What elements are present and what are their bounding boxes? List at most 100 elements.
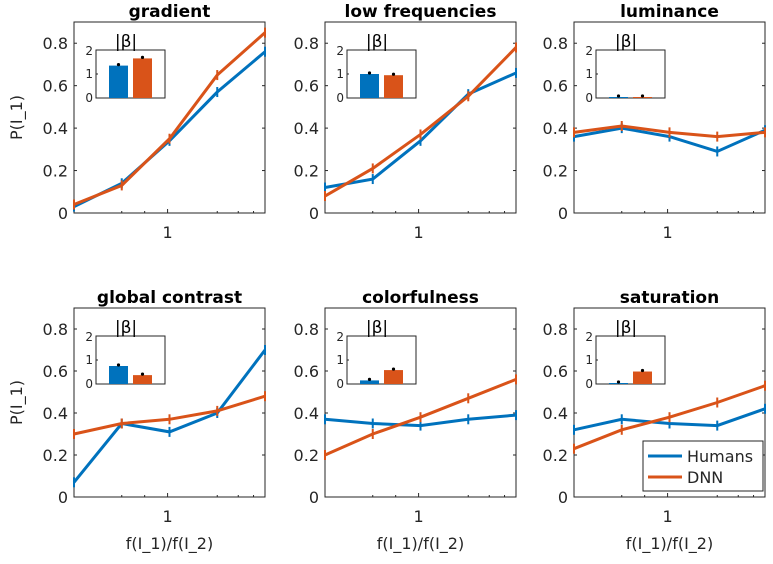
inset-bar-DNN xyxy=(633,371,652,384)
inset-error-dot xyxy=(640,94,645,98)
y-tick-label: 0.2 xyxy=(43,162,68,181)
inset-bar-DNN xyxy=(133,375,152,384)
y-tick-label: 0 xyxy=(309,488,319,507)
inset-y-tick: 1 xyxy=(85,67,93,81)
y-tick-label: 0.4 xyxy=(543,119,568,138)
inset-title: |β| xyxy=(366,318,388,338)
inset-y-tick: 2 xyxy=(585,330,593,344)
x-axis-label: f(I_1)/f(I_2) xyxy=(126,534,213,554)
inset-y-tick: 0 xyxy=(85,377,93,391)
inset-y-tick: 1 xyxy=(336,353,344,367)
y-tick-label: 0.4 xyxy=(43,119,68,138)
inset-beta: |β| 0 1 2 xyxy=(85,32,166,105)
panel-luminance: luminance 0 0.2 0.4 0.6 0.8 1 |β| 0 1 2 xyxy=(543,2,766,242)
x-tick-label: 1 xyxy=(413,507,423,526)
inset-error-dot xyxy=(140,55,145,60)
y-tick-label: 0 xyxy=(309,204,319,223)
y-tick-label: 0 xyxy=(58,204,68,223)
y-tick-label: 0.6 xyxy=(543,77,568,96)
inset-bar-Humans xyxy=(360,380,379,384)
inset-bar-DNN xyxy=(384,75,403,98)
inset-error-dot xyxy=(640,368,645,373)
panel-title: luminance xyxy=(620,2,719,22)
inset-y-tick: 2 xyxy=(336,44,344,58)
panel-low-frequencies: low frequencies 0 0.2 0.4 0.6 0.8 1 |β| 0 1 2 xyxy=(294,2,518,242)
y-tick-label: 0.6 xyxy=(543,362,568,381)
inset-box xyxy=(346,335,417,385)
inset-y-tick: 1 xyxy=(85,353,93,367)
inset-error-dot xyxy=(616,380,621,384)
y-tick-label: 0.8 xyxy=(294,34,319,53)
inset-error-dot xyxy=(391,367,396,371)
inset-box xyxy=(95,335,166,385)
y-tick-label: 0.4 xyxy=(294,119,319,138)
inset-y-tick: 1 xyxy=(336,67,344,81)
y-tick-label: 0.4 xyxy=(543,404,568,423)
inset-beta: |β| 0 1 2 xyxy=(585,318,666,391)
inset-y-tick: 0 xyxy=(85,91,93,105)
panel-gradient: gradient 0 0.2 0.4 0.6 0.8 1 P(I_1) |β| 0 1 2 xyxy=(7,2,266,242)
legend: Humans DNN xyxy=(642,440,764,492)
inset-y-tick: 0 xyxy=(585,91,593,105)
inset-y-tick: 2 xyxy=(585,44,593,58)
y-tick-label: 0 xyxy=(558,488,568,507)
legend-label: Humans xyxy=(687,447,753,466)
inset-error-dot xyxy=(367,377,372,381)
y-tick-label: 0.2 xyxy=(294,162,319,181)
y-tick-label: 0.8 xyxy=(43,320,68,339)
inset-bar-Humans xyxy=(360,74,379,98)
inset-title: |β| xyxy=(115,32,137,52)
panel-title: gradient xyxy=(129,2,211,22)
y-tick-label: 0.6 xyxy=(294,362,319,381)
inset-box xyxy=(95,49,166,99)
y-tick-label: 0 xyxy=(558,204,568,223)
inset-y-tick: 1 xyxy=(585,353,593,367)
x-tick-label: 1 xyxy=(413,223,423,242)
y-tick-label: 0.4 xyxy=(294,404,319,423)
inset-y-tick: 1 xyxy=(585,67,593,81)
y-tick-label: 0.8 xyxy=(543,320,568,339)
inset-y-tick: 2 xyxy=(85,44,93,58)
y-tick-label: 0.8 xyxy=(543,34,568,53)
inset-bar-Humans xyxy=(109,366,128,384)
inset-title: |β| xyxy=(615,318,637,338)
y-tick-label: 0.2 xyxy=(43,446,68,465)
inset-y-tick: 2 xyxy=(85,330,93,344)
y-tick-label: 0.8 xyxy=(294,320,319,339)
inset-beta: |β| 0 1 2 xyxy=(585,32,666,105)
inset-title: |β| xyxy=(615,32,637,52)
inset-error-dot xyxy=(140,372,145,376)
panel-saturation: saturation 0 0.2 0.4 0.6 0.8 1 f(I_1)/f(I_2) |β|… xyxy=(543,288,766,554)
y-tick-label: 0.2 xyxy=(543,446,568,465)
inset-y-tick: 0 xyxy=(336,91,344,105)
inset-error-dot xyxy=(367,71,372,75)
y-tick-label: 0.8 xyxy=(43,34,68,53)
inset-beta: |β| 0 1 2 xyxy=(85,318,166,391)
panel-title: saturation xyxy=(620,288,719,308)
legend-box xyxy=(642,440,764,492)
inset-box xyxy=(595,49,666,99)
inset-title: |β| xyxy=(366,32,388,52)
y-tick-label: 0.6 xyxy=(43,362,68,381)
y-tick-label: 0.6 xyxy=(294,77,319,96)
inset-box xyxy=(595,335,666,385)
inset-beta: |β| 0 1 2 xyxy=(336,318,417,391)
x-axis-label: f(I_1)/f(I_2) xyxy=(626,534,713,554)
inset-y-tick: 2 xyxy=(336,330,344,344)
x-tick-label: 1 xyxy=(662,507,672,526)
inset-beta: |β| 0 1 2 xyxy=(336,32,417,105)
y-axis-label: P(I_1) xyxy=(7,95,27,140)
panel-colorfulness: colorfulness 0 0.2 0.4 0.6 0.8 1 f(I_1)/f(I_2) |… xyxy=(294,288,517,554)
y-tick-label: 0 xyxy=(58,488,68,507)
inset-error-dot xyxy=(116,63,121,67)
inset-bar-Humans xyxy=(109,65,128,98)
inset-error-dot xyxy=(391,72,396,76)
inset-y-tick: 0 xyxy=(585,377,593,391)
inset-title: |β| xyxy=(115,318,137,338)
inset-y-tick: 0 xyxy=(336,377,344,391)
x-tick-label: 1 xyxy=(162,507,172,526)
y-tick-label: 0.6 xyxy=(43,77,68,96)
x-tick-label: 1 xyxy=(662,223,672,242)
y-tick-label: 0.2 xyxy=(294,446,319,465)
